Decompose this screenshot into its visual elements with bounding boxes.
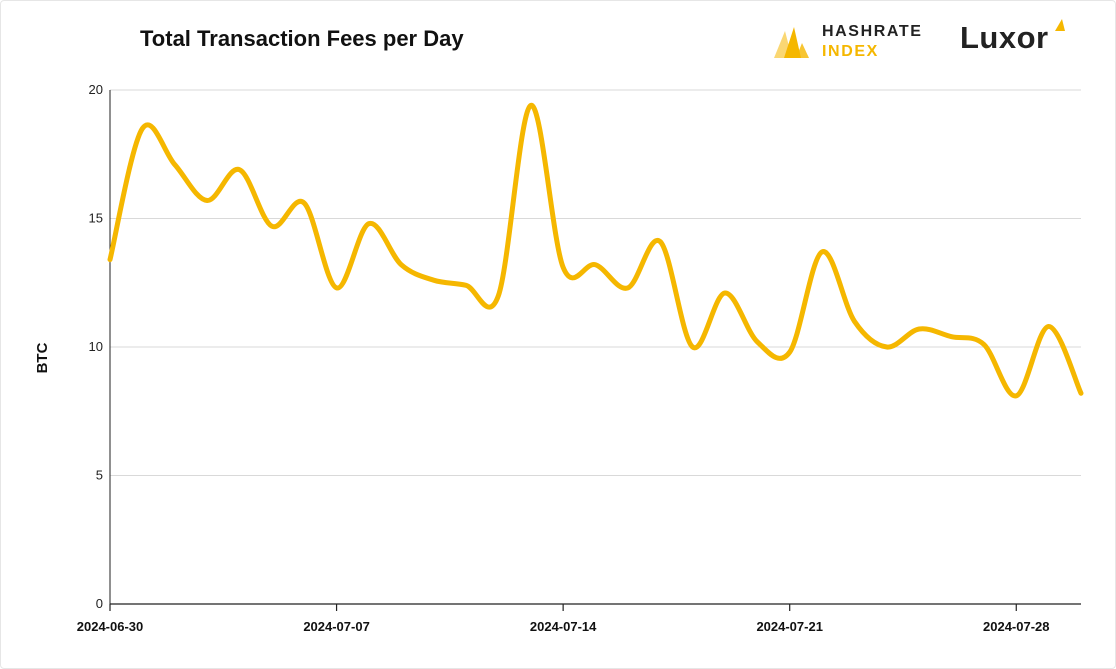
y-tick-label: 5 [96,468,103,483]
y-tick-label: 20 [89,82,103,97]
hashrate-index-logo-icon [774,27,809,58]
luxor-logo-word: Luxor [960,20,1049,55]
x-tick-label: 2024-07-21 [756,619,823,634]
y-tick-label: 15 [89,211,103,226]
x-tick-label: 2024-06-30 [77,619,144,634]
hashrate-index-logo-line2: INDEX [822,43,879,60]
hashrate-index-logo-line1: HASHRATE [822,23,923,40]
hashrate-index-logo: HASHRATE INDEX [772,22,942,64]
y-tick-label: 10 [89,339,103,354]
y-axis-label: BTC [34,342,51,373]
chart-title: Total Transaction Fees per Day [140,26,464,51]
gridlines [110,89,1081,476]
series-line [107,102,1084,399]
series-layer [107,102,1084,399]
axes: 0 5 10 15 20 2024-06-30 2024-07-07 2024-07-14 20… [77,82,1081,634]
x-tick-label: 2024-07-28 [983,619,1050,634]
luxor-logo: Luxor [960,18,1072,62]
y-tick-label: 0 [96,596,103,611]
x-tick-label: 2024-07-14 [530,619,597,634]
x-tick-label: 2024-07-07 [303,619,370,634]
luxor-logo-icon [1055,19,1065,31]
